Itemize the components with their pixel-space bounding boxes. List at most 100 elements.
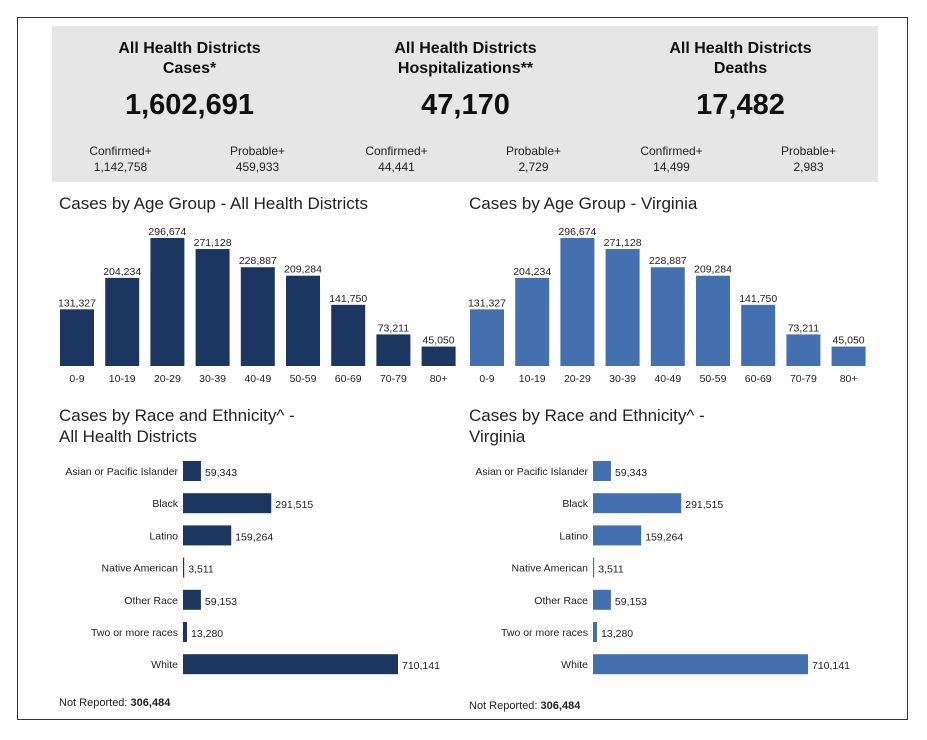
deaths-probable: Probable+ 2,983 — [740, 143, 877, 175]
race-districts-value-label: 13,280 — [191, 628, 223, 640]
race-virginia-category-label: Asian or Pacific Islander — [475, 466, 588, 478]
race-virginia-category-label: Native American — [512, 563, 589, 575]
age-virginia-value-label: 204,234 — [513, 266, 551, 278]
cases-confirmed-value: 1,142,758 — [93, 160, 148, 174]
age-districts-value-label: 209,284 — [284, 264, 322, 276]
age-virginia-value-label: 271,128 — [604, 237, 642, 249]
race-districts-value-label: 3,511 — [188, 564, 214, 576]
age-districts-tick-label: 10-19 — [109, 373, 136, 385]
not-reported-districts: Not Reported: 306,484 — [59, 697, 170, 709]
hospitalizations-stat: All Health Districts Hospitalizations** … — [328, 26, 603, 182]
age-virginia-tick-label: 30-39 — [609, 373, 636, 385]
age-districts-value-label: 228,887 — [239, 255, 277, 267]
deaths-title: All Health Districts Deaths — [603, 39, 878, 79]
age-virginia-value-label: 296,674 — [558, 226, 596, 238]
age-virginia-tick-label: 50-59 — [700, 373, 727, 385]
age-virginia-bar-70-79 — [786, 334, 821, 366]
age-chart-districts: 131,327 0-9 204,234 10-19 296,674 20-29 271,12… — [58, 226, 456, 385]
hospitalizations-confirmed-label: Confirmed+ — [365, 144, 428, 158]
age-districts-tick-label: 50-59 — [290, 373, 317, 385]
hospitalizations-probable-label: Probable+ — [505, 144, 562, 158]
cases-total: 1,602,691 — [124, 89, 254, 121]
age-districts-bar-20-29 — [150, 238, 185, 366]
age-districts-value-label: 296,674 — [148, 226, 186, 238]
age-virginia-bar-20-29 — [560, 238, 595, 366]
age-districts-value-label: 73,211 — [378, 322, 409, 334]
race-chart-virginia-title: Cases by Race and Ethnicity^ - Virginia — [469, 405, 705, 447]
cases-stat: All Health Districts Cases* 1,602,691 Co… — [52, 26, 327, 182]
race-virginia-bar — [593, 589, 611, 610]
race-chart-virginia-title-line2: Virginia — [469, 427, 526, 446]
age-districts-tick-label: 60-69 — [335, 373, 362, 385]
race-districts-category-label: Latino — [149, 530, 178, 542]
age-virginia-bar-50-59 — [696, 275, 730, 366]
not-reported-virginia-label: Not Reported: — [469, 700, 538, 712]
age-districts-bar-50-59 — [286, 275, 320, 366]
age-virginia-bar-0-9 — [470, 309, 504, 366]
not-reported-districts-value: 306,484 — [130, 697, 171, 709]
race-virginia-category-label: Other Race — [534, 595, 588, 607]
race-virginia-category-label: White — [561, 659, 588, 671]
race-districts-value-label: 159,264 — [235, 531, 273, 543]
age-districts-value-label: 141,750 — [329, 293, 367, 305]
age-virginia-value-label: 228,887 — [649, 255, 687, 267]
cases-probable: Probable+ 459,933 — [189, 143, 326, 175]
hospitalizations-title-line1: All Health Districts — [394, 40, 537, 57]
cases-probable-value: 459,933 — [235, 160, 280, 174]
race-districts-value-label: 291,515 — [275, 499, 313, 511]
race-virginia-value-label: 710,141 — [812, 660, 850, 672]
age-virginia-bar-40-49 — [650, 267, 685, 366]
hospitalizations-title-line2: Hospitalizations** — [397, 60, 534, 77]
age-virginia-tick-label: 0-9 — [479, 373, 494, 385]
age-districts-tick-label: 0-9 — [69, 373, 84, 385]
race-virginia-value-label: 159,264 — [645, 531, 683, 543]
age-districts-bar-80+ — [421, 346, 456, 366]
not-reported-virginia-value: 306,484 — [540, 700, 581, 712]
deaths-confirmed-value: 14,499 — [653, 160, 690, 174]
race-chart-districts-title: Cases by Race and Ethnicity^ - All Healt… — [59, 405, 295, 447]
age-districts-value-label: 131,327 — [58, 297, 96, 309]
race-districts-category-label: Other Race — [124, 595, 178, 607]
race-virginia-bar — [593, 525, 642, 546]
cases-confirmed: Confirmed+ 1,142,758 — [52, 143, 189, 175]
race-chart-virginia: Asian or Pacific Islander 59,343 Black 291,… — [475, 461, 850, 675]
age-virginia-tick-label: 70-79 — [790, 373, 817, 385]
hospitalizations-confirmed-value: 44,441 — [378, 160, 415, 174]
race-virginia-category-label: Latino — [559, 530, 588, 542]
deaths-confirmed-label: Confirmed+ — [640, 144, 703, 158]
age-districts-bar-70-79 — [376, 334, 411, 366]
race-virginia-bar — [593, 557, 595, 578]
race-virginia-category-label: Two or more races — [501, 627, 588, 639]
race-districts-bar — [183, 589, 201, 610]
race-chart-districts-title-line2: All Health Districts — [59, 427, 197, 446]
age-districts-value-label: 204,234 — [103, 266, 141, 278]
age-virginia-bar-60-69 — [741, 304, 776, 366]
race-virginia-bar — [593, 622, 598, 642]
not-reported-virginia: Not Reported: 306,484 — [469, 700, 580, 712]
race-virginia-bar — [593, 461, 611, 481]
race-chart-districts-title-line1: Cases by Race and Ethnicity^ - — [59, 406, 295, 425]
age-chart-virginia: 131,327 0-9 204,234 10-19 296,674 20-29 271,12… — [468, 226, 866, 385]
race-districts-bar — [183, 461, 201, 481]
age-virginia-bar-10-19 — [515, 277, 550, 366]
age-virginia-tick-label: 40-49 — [654, 373, 681, 385]
age-virginia-tick-label: 10-19 — [519, 373, 546, 385]
race-districts-category-label: Asian or Pacific Islander — [65, 466, 178, 478]
race-virginia-bar — [593, 654, 808, 675]
age-virginia-value-label: 131,327 — [468, 297, 506, 309]
race-virginia-value-label: 291,515 — [685, 499, 723, 511]
age-districts-bar-30-39 — [195, 249, 230, 366]
age-virginia-value-label: 73,211 — [788, 322, 819, 334]
age-virginia-value-label: 141,750 — [739, 293, 777, 305]
cases-title-line1: All Health Districts — [118, 40, 261, 57]
deaths-probable-label: Probable+ — [780, 144, 837, 158]
age-districts-tick-label: 80+ — [430, 373, 448, 385]
age-virginia-bar-80+ — [831, 346, 866, 366]
age-districts-value-label: 45,050 — [423, 335, 455, 347]
race-chart-districts: Asian or Pacific Islander 59,343 Black 291,… — [65, 461, 440, 675]
race-districts-bar — [183, 622, 188, 642]
deaths-total: 17,482 — [696, 89, 785, 121]
age-virginia-value-label: 209,284 — [694, 264, 732, 276]
hospitalizations-probable: Probable+ 2,729 — [465, 143, 602, 175]
cases-title-line2: Cases* — [162, 60, 217, 77]
